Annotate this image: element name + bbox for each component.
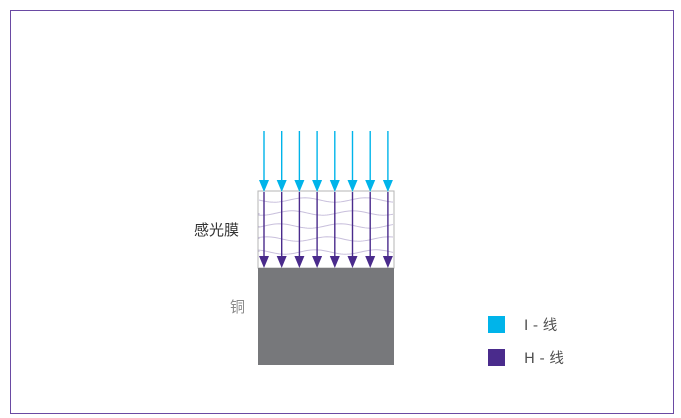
legend-label-h-line: H - 线: [524, 351, 564, 367]
film-wave-line: [258, 223, 394, 229]
i-line-arrowhead: [276, 180, 287, 192]
legend-item-i-line: I - 线: [488, 314, 557, 335]
film-label: 感光膜: [194, 221, 240, 239]
film-wave-line: [258, 249, 394, 255]
h-line-arrowhead: [276, 256, 287, 268]
i-line-arrowhead: [294, 180, 305, 192]
film-wave-line: [258, 236, 394, 242]
h-line-arrowhead: [382, 256, 393, 268]
legend-item-h-line: H - 线: [488, 347, 564, 368]
film-wave-line: [258, 210, 394, 216]
h-line-arrowhead: [294, 256, 305, 268]
copper-label: 铜: [230, 298, 246, 316]
h-line-arrowhead: [365, 256, 376, 268]
i-line-arrowhead: [312, 180, 323, 192]
legend-label-i-line: I - 线: [524, 318, 558, 334]
h-line-arrowhead: [347, 256, 358, 268]
i-line-arrowhead: [329, 180, 340, 192]
i-line-arrowhead: [347, 180, 358, 192]
i-line-arrowhead: [365, 180, 376, 192]
legend-swatch-i-line: [488, 316, 505, 333]
h-line-arrowhead: [329, 256, 340, 268]
h-line-arrowhead: [259, 256, 269, 268]
film-wave-line: [258, 197, 394, 203]
i-line-arrowhead: [382, 180, 393, 192]
diagram-frame: [10, 10, 674, 414]
i-line-arrowhead: [259, 180, 269, 192]
copper-block: [258, 268, 394, 365]
legend-swatch-h-line: [488, 349, 505, 366]
film-wave-lines: [258, 197, 394, 255]
h-line-arrowhead: [312, 256, 323, 268]
light-arrows: [259, 131, 393, 268]
